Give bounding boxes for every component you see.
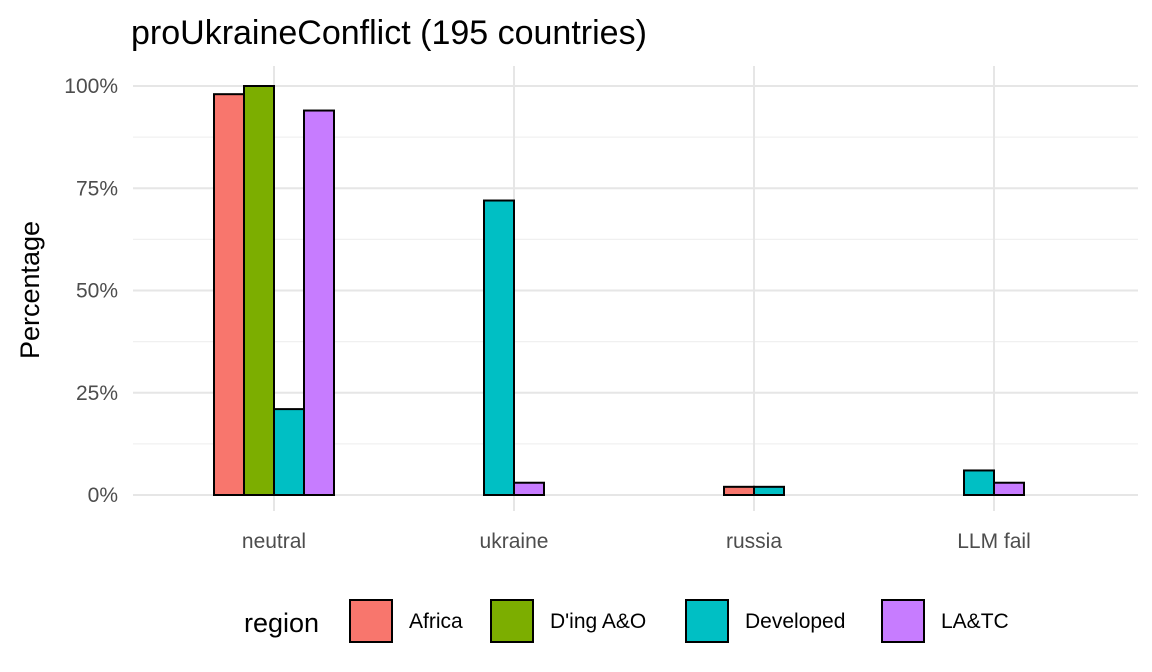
x-tick-label: ukraine (480, 530, 549, 553)
x-tick-label: neutral (242, 530, 306, 553)
chart-title: proUkraineConflict (195 countries) (131, 14, 647, 52)
legend-key (881, 599, 925, 643)
bar-la-tc-neutral (303, 109, 335, 496)
y-tick-label: 0% (88, 484, 118, 507)
y-tick-label: 25% (76, 382, 118, 405)
gridlines (133, 66, 1138, 511)
x-tick-label: LLM fail (957, 530, 1031, 553)
y-tick-label: 100% (64, 75, 118, 98)
legend-key (490, 599, 534, 643)
bar-d-ing-a-o-neutral (243, 85, 275, 496)
legend-key (349, 599, 393, 643)
y-tick-label: 75% (76, 177, 118, 200)
legend: region Africa D'ing A&O Developed LA&TC (244, 599, 1009, 643)
legend-key (685, 599, 729, 643)
legend-title: region (244, 608, 319, 638)
bar-africa-russia (723, 485, 755, 497)
bar-developed-russia (753, 485, 785, 497)
y-axis-label: Percentage (15, 221, 45, 359)
bar-la-tc-llm-fail (993, 481, 1025, 497)
legend-label: LA&TC (941, 610, 1009, 633)
y-tick-label: 50% (76, 280, 118, 303)
legend-label: Developed (745, 610, 845, 633)
legend-label: D'ing A&O (550, 610, 646, 633)
bar-developed-llm-fail (963, 469, 995, 496)
bar-africa-neutral (213, 93, 245, 497)
bars (213, 85, 1025, 497)
bar-la-tc-ukraine (513, 481, 545, 497)
x-tick-label: russia (726, 530, 782, 553)
bar-developed-ukraine (483, 199, 515, 497)
bar-developed-neutral (273, 408, 305, 496)
legend-label: Africa (409, 610, 463, 633)
x-axis-ticks: neutral ukraine russia LLM fail (242, 530, 1031, 553)
y-axis-ticks: 0% 25% 50% 75% 100% (64, 75, 118, 507)
